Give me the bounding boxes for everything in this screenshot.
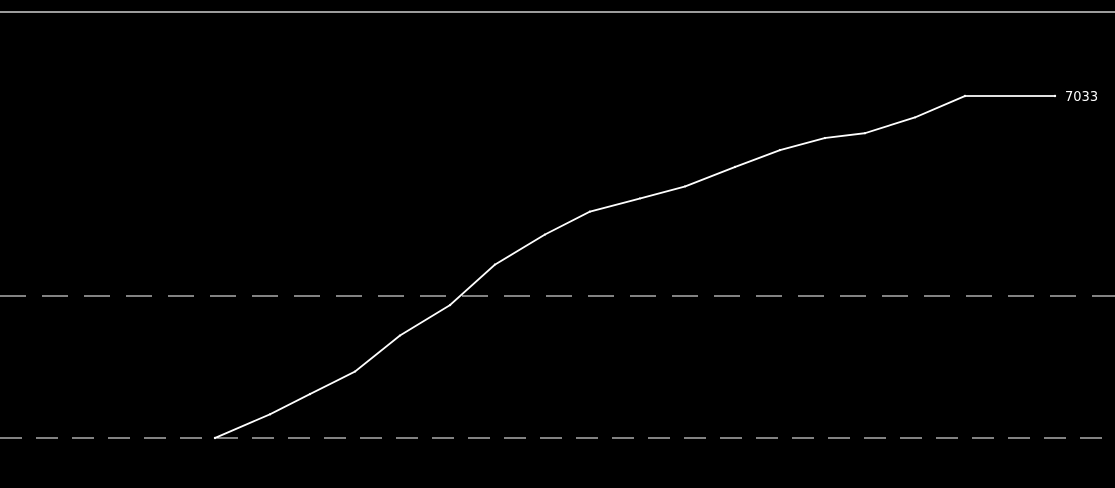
series-point — [308, 392, 312, 396]
series-point — [268, 413, 272, 416]
series-point — [963, 94, 967, 98]
series-point — [913, 116, 917, 119]
series-point — [543, 233, 547, 236]
series-point — [1053, 94, 1057, 98]
series-point — [683, 185, 687, 188]
series-point — [778, 148, 782, 152]
reference-lines — [0, 11, 1115, 439]
series-point — [493, 263, 497, 266]
series-point — [733, 165, 737, 169]
series-point — [863, 131, 867, 135]
series-point — [823, 136, 827, 140]
series-point — [588, 210, 592, 213]
series-point — [398, 334, 402, 337]
series-point — [213, 436, 217, 440]
series-layer — [213, 94, 1057, 440]
series-end-label: 7033 — [1065, 90, 1098, 105]
series-point — [638, 197, 642, 200]
labels-layer: 7033 — [1065, 90, 1098, 105]
series-line-0 — [214, 95, 1055, 439]
series-point — [448, 303, 452, 307]
series-point — [353, 370, 357, 373]
